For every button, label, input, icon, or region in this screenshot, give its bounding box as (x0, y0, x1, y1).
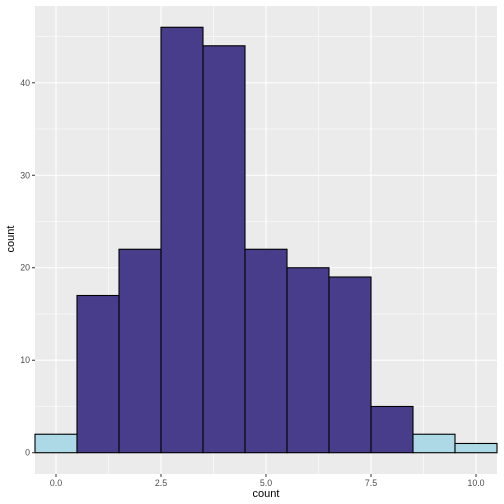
histogram-bar (328, 276, 372, 454)
y-tick-label: 10 (20, 355, 30, 365)
bars (34, 26, 498, 454)
x-tick-label: 10.0 (467, 478, 484, 488)
y-tick-label: 20 (20, 263, 30, 273)
histogram-bar (118, 248, 162, 454)
y-tick-label: 30 (20, 170, 30, 180)
y-tick-label: 40 (20, 78, 30, 88)
x-axis-title: count (253, 488, 280, 500)
x-tick-label: 0.0 (50, 478, 62, 488)
histogram-bar (454, 442, 498, 454)
x-axis-ticks: 0.0 2.5 5.0 7.5 10.0 (50, 474, 485, 488)
histogram-bar (244, 248, 288, 454)
histogram-bar (286, 267, 330, 454)
histogram-bar (202, 45, 246, 454)
y-axis-title: count (5, 226, 17, 253)
x-tick-label: 7.5 (365, 478, 377, 488)
histogram-bar (370, 405, 414, 454)
histogram-bar (34, 433, 78, 454)
histogram-bar (160, 26, 204, 454)
x-tick-label: 2.5 (155, 478, 167, 488)
histogram-bar (412, 433, 456, 454)
x-tick-label: 5.0 (260, 478, 272, 488)
histogram-bar (76, 294, 120, 454)
y-axis-ticks: 0 10 20 30 40 (20, 78, 35, 458)
y-tick-label: 0 (25, 448, 30, 458)
